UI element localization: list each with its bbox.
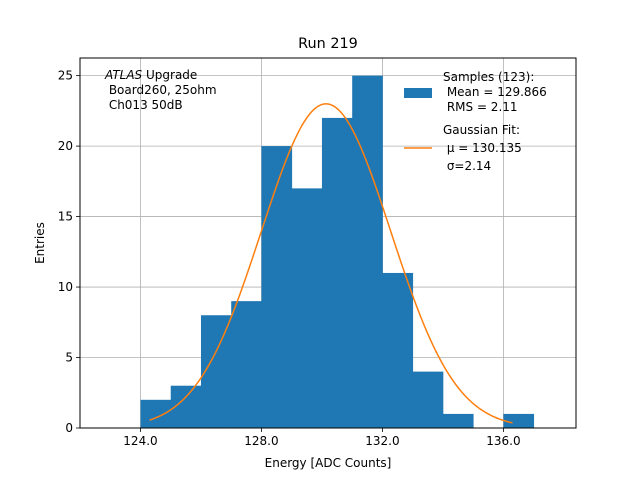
histogram-bar bbox=[291, 188, 323, 428]
histogram-bar bbox=[321, 117, 353, 429]
y-tick-label: 10 bbox=[58, 280, 73, 294]
y-tick-label: 5 bbox=[65, 351, 73, 365]
x-tick-label: 124.0 bbox=[123, 434, 157, 448]
atlas-annotation: ATLAS Upgrade Board260, 25ohm Ch013 50dB bbox=[104, 68, 217, 112]
histogram-bar bbox=[140, 399, 172, 428]
gaussian-fit-line bbox=[149, 103, 513, 424]
histogram-bar bbox=[412, 371, 444, 428]
legend-samples-line-2: Mean = 129.866 bbox=[443, 85, 547, 99]
legend-fit-line-3: σ=2.14 bbox=[443, 159, 491, 173]
histogram-bars bbox=[140, 75, 535, 429]
legend-fit-line-2: μ = 130.135 bbox=[443, 141, 522, 155]
y-axis-label: Entries bbox=[33, 222, 47, 264]
y-tick-label: 0 bbox=[65, 421, 73, 435]
histogram-bar bbox=[200, 315, 232, 428]
y-tick-label: 25 bbox=[58, 69, 73, 83]
x-axis-ticks: 124.0 128.0 132.0 136.0 bbox=[123, 428, 521, 448]
annotation-line-1: ATLAS Upgrade bbox=[104, 68, 197, 82]
y-axis-ticks: 0 5 10 15 20 25 bbox=[58, 69, 80, 435]
legend-samples-line-1: Samples (123): bbox=[443, 70, 534, 84]
x-tick-label: 136.0 bbox=[486, 434, 520, 448]
annotation-line-3: Ch013 50dB bbox=[105, 98, 183, 112]
x-tick-label: 132.0 bbox=[365, 434, 399, 448]
x-axis-label: Energy [ADC Counts] bbox=[265, 456, 392, 470]
histogram-bar bbox=[503, 413, 535, 428]
chart-title: Run 219 bbox=[298, 36, 358, 52]
legend-fit-line-1: Gaussian Fit: bbox=[443, 123, 520, 137]
histogram-bar bbox=[352, 75, 383, 428]
y-tick-label: 20 bbox=[58, 139, 73, 153]
histogram-bar bbox=[231, 301, 262, 428]
annotation-upgrade: Upgrade bbox=[142, 68, 197, 82]
legend: Samples (123): Mean = 129.866 RMS = 2.11… bbox=[404, 70, 547, 173]
histogram-bar bbox=[261, 146, 293, 428]
plot-frame bbox=[79, 57, 577, 429]
x-tick-label: 128.0 bbox=[244, 434, 278, 448]
histogram-bar bbox=[382, 272, 414, 428]
annotation-line-2: Board260, 25ohm bbox=[105, 83, 217, 97]
gaussian-fit-curve bbox=[149, 103, 513, 424]
legend-swatch-samples bbox=[404, 88, 432, 98]
annotation-atlas-italic: ATLAS bbox=[104, 68, 143, 82]
legend-samples-line-3: RMS = 2.11 bbox=[443, 100, 518, 114]
y-tick-label: 15 bbox=[58, 210, 73, 224]
histogram-bar bbox=[442, 413, 474, 428]
